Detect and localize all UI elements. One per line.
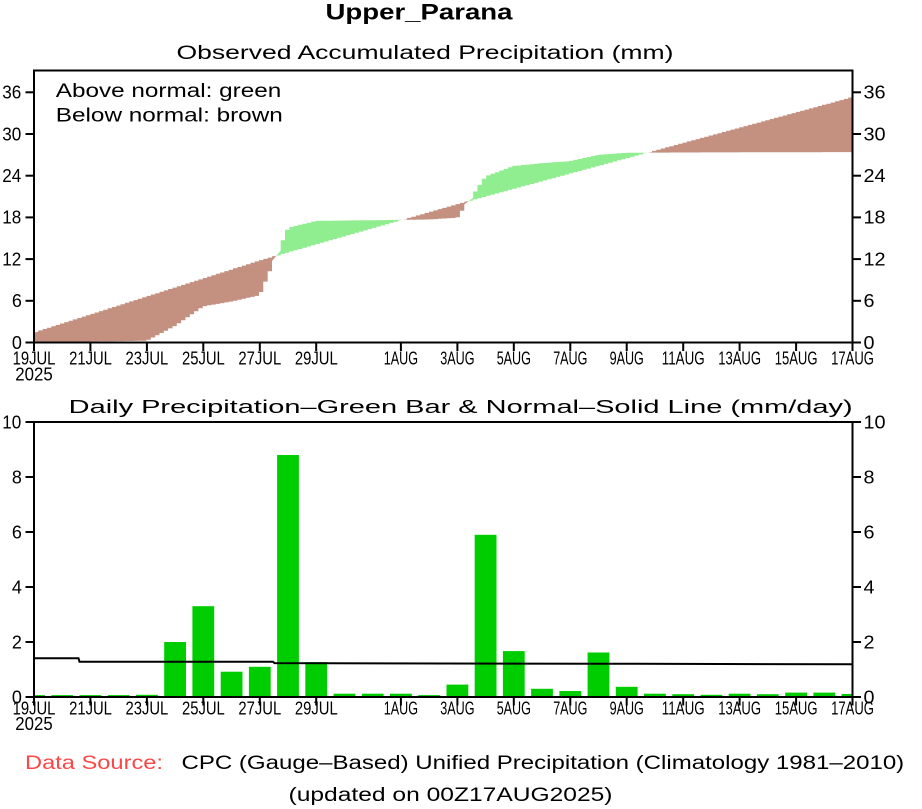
svg-text:10: 10 bbox=[2, 411, 21, 432]
svg-text:36: 36 bbox=[2, 82, 21, 103]
svg-text:27JUL: 27JUL bbox=[238, 699, 281, 719]
svg-text:11AUG: 11AUG bbox=[662, 699, 705, 719]
svg-text:4: 4 bbox=[12, 576, 22, 597]
svg-text:2025: 2025 bbox=[15, 365, 52, 385]
svg-text:Upper_Parana: Upper_Parana bbox=[326, 0, 514, 25]
svg-text:5AUG: 5AUG bbox=[497, 349, 531, 369]
svg-text:0: 0 bbox=[864, 686, 875, 707]
svg-text:12: 12 bbox=[864, 248, 886, 269]
svg-text:30: 30 bbox=[2, 123, 21, 144]
svg-text:17AUG: 17AUG bbox=[831, 349, 874, 369]
svg-text:6: 6 bbox=[12, 521, 22, 542]
svg-text:29JUL: 29JUL bbox=[295, 349, 338, 369]
svg-text:12: 12 bbox=[2, 248, 21, 269]
svg-text:25JUL: 25JUL bbox=[182, 699, 225, 719]
svg-text:27JUL: 27JUL bbox=[238, 349, 281, 369]
svg-text:0: 0 bbox=[864, 332, 875, 353]
svg-text:Data Source:: Data Source: bbox=[25, 753, 163, 774]
svg-text:Below normal: brown: Below normal: brown bbox=[56, 106, 283, 127]
svg-text:23JUL: 23JUL bbox=[126, 699, 169, 719]
svg-text:3AUG: 3AUG bbox=[440, 699, 474, 719]
svg-text:19JUL: 19JUL bbox=[13, 349, 56, 369]
svg-text:19JUL: 19JUL bbox=[13, 699, 56, 719]
svg-text:18: 18 bbox=[864, 207, 886, 228]
svg-text:2: 2 bbox=[864, 631, 875, 652]
svg-text:1AUG: 1AUG bbox=[384, 349, 418, 369]
svg-text:15AUG: 15AUG bbox=[775, 349, 818, 369]
svg-text:2: 2 bbox=[12, 631, 22, 652]
svg-text:Daily Precipitation–Green Bar: Daily Precipitation–Green Bar & Normal–S… bbox=[69, 396, 853, 417]
svg-text:6: 6 bbox=[12, 290, 22, 311]
svg-text:29JUL: 29JUL bbox=[295, 699, 338, 719]
svg-text:8: 8 bbox=[12, 466, 22, 487]
svg-text:1AUG: 1AUG bbox=[384, 699, 418, 719]
svg-text:24: 24 bbox=[2, 165, 21, 186]
svg-text:21JUL: 21JUL bbox=[69, 349, 112, 369]
svg-text:7AUG: 7AUG bbox=[553, 349, 587, 369]
svg-text:4: 4 bbox=[864, 576, 875, 597]
svg-text:CPC (Gauge–Based) Unified Prec: CPC (Gauge–Based) Unified Precipitation … bbox=[182, 753, 905, 774]
svg-text:18: 18 bbox=[2, 207, 21, 228]
svg-text:Above normal: green: Above normal: green bbox=[56, 81, 281, 102]
svg-text:9AUG: 9AUG bbox=[610, 349, 644, 369]
svg-text:9AUG: 9AUG bbox=[610, 699, 644, 719]
svg-text:Observed Accumulated Precipita: Observed Accumulated Precipitation (mm) bbox=[177, 43, 674, 64]
svg-text:17AUG: 17AUG bbox=[831, 699, 874, 719]
svg-text:23JUL: 23JUL bbox=[126, 349, 169, 369]
svg-text:0: 0 bbox=[12, 332, 22, 353]
svg-text:30: 30 bbox=[864, 123, 886, 144]
svg-text:6: 6 bbox=[864, 521, 875, 542]
svg-text:0: 0 bbox=[12, 686, 22, 707]
svg-text:13AUG: 13AUG bbox=[718, 699, 761, 719]
svg-text:25JUL: 25JUL bbox=[182, 349, 225, 369]
svg-text:24: 24 bbox=[864, 165, 886, 186]
svg-text:5AUG: 5AUG bbox=[497, 699, 531, 719]
svg-text:15AUG: 15AUG bbox=[775, 699, 818, 719]
svg-text:6: 6 bbox=[864, 290, 875, 311]
svg-text:7AUG: 7AUG bbox=[553, 699, 587, 719]
svg-text:21JUL: 21JUL bbox=[69, 699, 112, 719]
svg-text:(updated on 00Z17AUG2025): (updated on 00Z17AUG2025) bbox=[289, 785, 613, 806]
svg-text:36: 36 bbox=[864, 82, 886, 103]
svg-text:10: 10 bbox=[864, 411, 886, 432]
svg-text:11AUG: 11AUG bbox=[662, 349, 705, 369]
svg-text:3AUG: 3AUG bbox=[440, 349, 474, 369]
svg-text:13AUG: 13AUG bbox=[718, 349, 761, 369]
svg-text:2025: 2025 bbox=[15, 714, 52, 734]
svg-text:8: 8 bbox=[864, 466, 875, 487]
